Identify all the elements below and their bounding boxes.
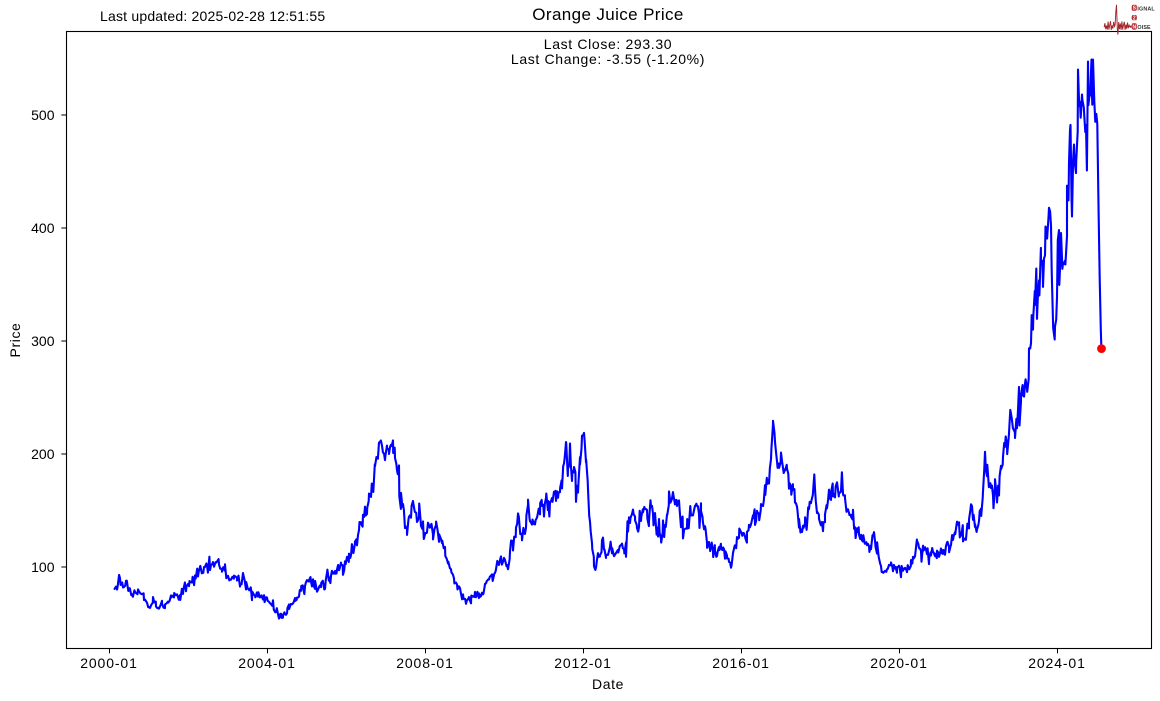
svg-text:OISE: OISE — [1137, 25, 1151, 31]
svg-text:IGNAL: IGNAL — [1137, 6, 1155, 12]
svg-text:2: 2 — [1133, 15, 1136, 21]
svg-text:N: N — [1132, 25, 1136, 31]
svg-text:S: S — [1133, 6, 1137, 12]
